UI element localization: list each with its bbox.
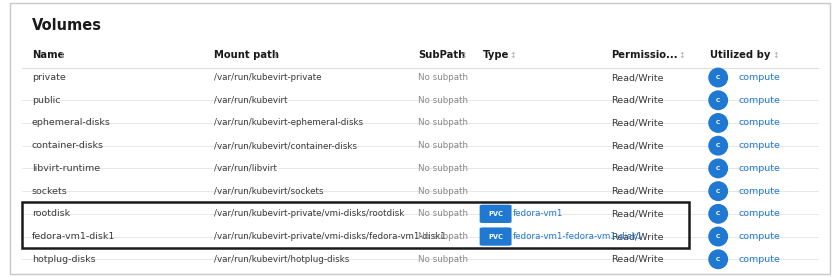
Text: C: C <box>716 75 721 80</box>
Text: fedora-vm1-fedora-vm1-disk1: fedora-vm1-fedora-vm1-disk1 <box>513 232 643 241</box>
Text: /var/run/kubevirt-private/vmi-disks/fedora-vm1-disk1: /var/run/kubevirt-private/vmi-disks/fedo… <box>214 232 446 241</box>
Text: Read/Write: Read/Write <box>612 73 664 82</box>
Text: ↕: ↕ <box>59 51 66 60</box>
Text: compute: compute <box>738 96 780 105</box>
Text: /var/run/kubevirt/sockets: /var/run/kubevirt/sockets <box>214 187 323 196</box>
Text: No subpath: No subpath <box>418 255 469 264</box>
Ellipse shape <box>709 227 727 246</box>
Text: fedora-vm1: fedora-vm1 <box>513 209 564 218</box>
Text: Read/Write: Read/Write <box>612 96 664 105</box>
Text: private: private <box>32 73 66 82</box>
Text: PVC: PVC <box>488 211 503 217</box>
Text: C: C <box>716 211 721 216</box>
Text: fedora-vm1-disk1: fedora-vm1-disk1 <box>32 232 115 241</box>
Text: /var/run/kubevirt-private/vmi-disks/rootdisk: /var/run/kubevirt-private/vmi-disks/root… <box>214 209 404 218</box>
Text: No subpath: No subpath <box>418 119 469 127</box>
FancyBboxPatch shape <box>480 227 512 246</box>
Text: /var/run/kubevirt/hotplug-disks: /var/run/kubevirt/hotplug-disks <box>214 255 349 264</box>
Text: PVC: PVC <box>488 234 503 240</box>
Ellipse shape <box>709 137 727 155</box>
Text: /var/run/kubevirt-private: /var/run/kubevirt-private <box>214 73 322 82</box>
Text: C: C <box>716 189 721 194</box>
Text: /var/run/libvirt: /var/run/libvirt <box>214 164 277 173</box>
Text: Mount path: Mount path <box>214 50 279 60</box>
Text: ↕: ↕ <box>271 51 278 60</box>
Text: compute: compute <box>738 255 780 264</box>
Text: Read/Write: Read/Write <box>612 255 664 264</box>
Text: compute: compute <box>738 164 780 173</box>
Ellipse shape <box>709 91 727 109</box>
Text: C: C <box>716 257 721 262</box>
Ellipse shape <box>709 68 727 87</box>
Text: Read/Write: Read/Write <box>612 141 664 150</box>
Text: ↕: ↕ <box>679 51 685 60</box>
Text: Read/Write: Read/Write <box>612 119 664 127</box>
Text: compute: compute <box>738 119 780 127</box>
Text: No subpath: No subpath <box>418 164 469 173</box>
Text: C: C <box>716 166 721 171</box>
Bar <box>22 202 689 248</box>
Ellipse shape <box>709 114 727 132</box>
Text: compute: compute <box>738 73 780 82</box>
Text: Read/Write: Read/Write <box>612 232 664 241</box>
Text: compute: compute <box>738 209 780 218</box>
Text: C: C <box>716 143 721 148</box>
Text: Volumes: Volumes <box>32 18 102 33</box>
Text: ephemeral-disks: ephemeral-disks <box>32 119 111 127</box>
Text: Read/Write: Read/Write <box>612 209 664 218</box>
Text: Utilized by: Utilized by <box>710 50 770 60</box>
Text: No subpath: No subpath <box>418 141 469 150</box>
Text: /var/run/kubevirt/container-disks: /var/run/kubevirt/container-disks <box>214 141 357 150</box>
FancyBboxPatch shape <box>480 205 512 223</box>
Text: compute: compute <box>738 141 780 150</box>
Ellipse shape <box>709 159 727 178</box>
Text: C: C <box>716 98 721 103</box>
Text: No subpath: No subpath <box>418 96 469 105</box>
Ellipse shape <box>709 250 727 268</box>
Text: compute: compute <box>738 232 780 241</box>
Text: ↕: ↕ <box>510 51 517 60</box>
Text: C: C <box>716 120 721 125</box>
Text: compute: compute <box>738 187 780 196</box>
Text: sockets: sockets <box>32 187 68 196</box>
Text: /var/run/kubevirt: /var/run/kubevirt <box>214 96 288 105</box>
Text: No subpath: No subpath <box>418 187 469 196</box>
Text: ↕: ↕ <box>460 51 467 60</box>
Text: Read/Write: Read/Write <box>612 164 664 173</box>
Text: hotplug-disks: hotplug-disks <box>32 255 96 264</box>
Text: Type: Type <box>483 50 509 60</box>
Text: SubPath: SubPath <box>418 50 465 60</box>
Ellipse shape <box>709 182 727 200</box>
Text: rootdisk: rootdisk <box>32 209 70 218</box>
Text: Permissio...: Permissio... <box>612 50 678 60</box>
Text: Read/Write: Read/Write <box>612 187 664 196</box>
Text: No subpath: No subpath <box>418 209 469 218</box>
Text: ↕: ↕ <box>772 51 779 60</box>
Text: /var/run/kubevirt-ephemeral-disks: /var/run/kubevirt-ephemeral-disks <box>214 119 364 127</box>
Text: No subpath: No subpath <box>418 73 469 82</box>
Text: Name: Name <box>32 50 65 60</box>
Text: libvirt-runtime: libvirt-runtime <box>32 164 100 173</box>
Text: container-disks: container-disks <box>32 141 104 150</box>
Text: C: C <box>716 234 721 239</box>
Text: No subpath: No subpath <box>418 232 469 241</box>
Ellipse shape <box>709 205 727 223</box>
Text: public: public <box>32 96 60 105</box>
